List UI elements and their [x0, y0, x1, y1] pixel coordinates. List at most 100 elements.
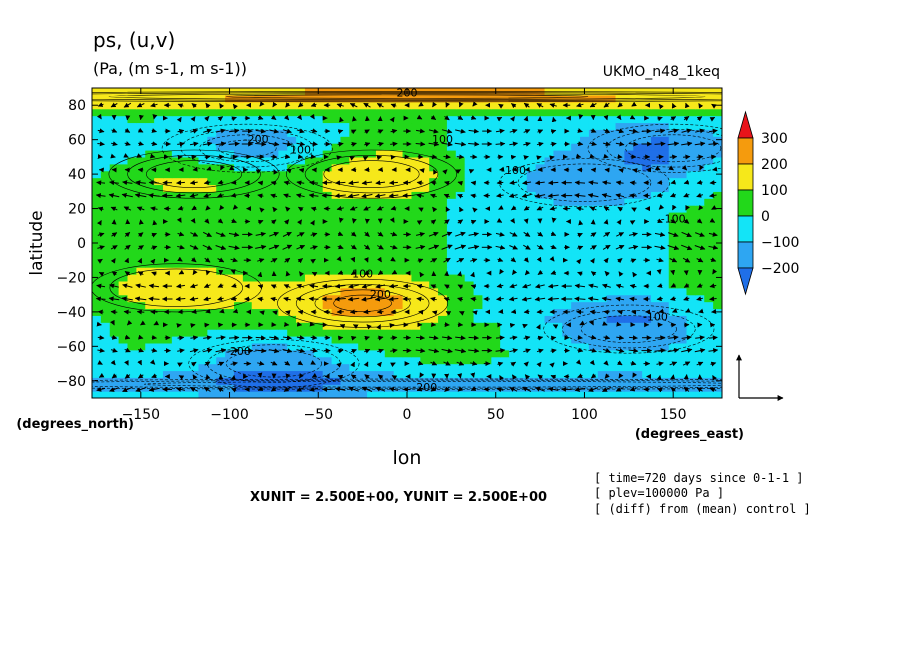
heatmap-cell: [313, 170, 324, 179]
heatmap-cell: [597, 370, 608, 378]
heatmap-cell: [375, 301, 386, 310]
wind-vector: [282, 231, 292, 237]
heatmap-cell: [349, 391, 359, 398]
heatmap-cell: [278, 384, 288, 392]
wind-vector: [189, 296, 199, 302]
wind-vector: [219, 103, 225, 109]
wind-vector: [97, 141, 105, 147]
heatmap-cell: [446, 274, 457, 282]
heatmap-cell: [287, 246, 297, 254]
y-tick-label: −40: [56, 305, 86, 321]
heatmap-cell: [597, 301, 608, 310]
heatmap-cell: [145, 225, 155, 234]
heatmap-cell: [136, 384, 146, 392]
note-plev: [ plev=100000 Pa ]: [594, 486, 724, 500]
colorbar-segment: [737, 241, 754, 269]
wind-vector: [603, 309, 610, 315]
heatmap-cell: [668, 94, 679, 103]
heatmap-cell: [109, 136, 120, 144]
heatmap-cell: [473, 384, 484, 392]
heatmap-cell: [162, 287, 173, 296]
heatmap-cell: [615, 184, 625, 192]
wind-vector: [537, 231, 544, 237]
heatmap-cell: [571, 225, 581, 234]
wind-vector: [272, 310, 278, 316]
wind-vector: [282, 348, 293, 354]
heatmap-cell: [491, 267, 501, 275]
heatmap-cell: [491, 336, 501, 344]
heatmap-cell: [154, 294, 164, 303]
heatmap-cell: [171, 342, 182, 351]
heatmap-cell: [154, 129, 164, 137]
heatmap-cell: [304, 253, 315, 261]
heatmap-cell: [251, 377, 262, 385]
heatmap-cell: [349, 150, 359, 158]
heatmap-cell: [704, 163, 714, 172]
wind-vector: [111, 128, 118, 133]
heatmap-cell: [553, 94, 563, 103]
heatmap-cell: [553, 239, 563, 248]
heatmap-cell: [668, 356, 679, 365]
heatmap-cell: [491, 349, 501, 358]
heatmap-cell: [269, 280, 279, 289]
heatmap-cell: [269, 301, 279, 310]
heatmap-cell: [322, 212, 333, 220]
heatmap-cell: [500, 239, 510, 248]
heatmap-cell: [544, 225, 555, 234]
heatmap-cell: [517, 191, 528, 199]
heatmap-cell: [420, 212, 430, 220]
heatmap-cell: [100, 218, 111, 227]
heatmap-cell: [313, 191, 324, 199]
heatmap-cell: [411, 101, 421, 110]
heatmap-cell: [375, 363, 386, 372]
heatmap-cell: [296, 94, 306, 103]
wind-vector: [335, 283, 346, 289]
wind-vector: [603, 206, 610, 212]
heatmap-cell: [216, 225, 226, 234]
heatmap-cell: [154, 391, 164, 398]
heatmap-cell: [491, 205, 501, 213]
heatmap-cell: [686, 101, 696, 110]
heatmap-cell: [251, 239, 262, 248]
heatmap-cell: [375, 349, 386, 358]
heatmap-cell: [136, 198, 146, 206]
heatmap-cell: [367, 129, 377, 137]
heatmap-cell: [429, 198, 439, 206]
contour-line: [225, 94, 589, 99]
heatmap-cell: [446, 280, 457, 289]
heatmap-cell: [544, 356, 555, 365]
heatmap-cell: [597, 129, 608, 137]
heatmap-cell: [180, 308, 191, 316]
heatmap-cell: [438, 177, 448, 186]
wind-vector: [296, 386, 305, 392]
heatmap-cell: [535, 225, 546, 234]
note-time: [ time=720 days since 0-1-1 ]: [594, 471, 804, 485]
heatmap-cell: [278, 150, 288, 158]
heatmap-cell: [154, 122, 164, 130]
heatmap-cell: [597, 218, 608, 227]
heatmap-cell: [233, 377, 244, 385]
heatmap-cell: [713, 150, 722, 158]
heatmap-cell: [659, 322, 670, 330]
wind-vector: [203, 128, 212, 134]
heatmap-cell: [562, 136, 572, 144]
heatmap-cell: [136, 156, 146, 165]
contour-line: [286, 149, 457, 199]
wind-vector: [268, 141, 280, 147]
heatmap-cell: [562, 225, 572, 234]
heatmap-cell: [633, 253, 643, 261]
wind-vector: [416, 114, 423, 120]
heatmap-cell: [411, 246, 421, 254]
heatmap-cell: [615, 150, 625, 158]
heatmap-cell: [420, 122, 430, 130]
heatmap-cell: [171, 129, 182, 137]
heatmap-cell: [438, 267, 448, 275]
heatmap-cell: [367, 115, 377, 124]
heatmap-cell: [154, 205, 164, 213]
heatmap-cell: [322, 143, 333, 151]
heatmap-cell: [446, 212, 457, 220]
heatmap-cell: [313, 260, 324, 268]
heatmap-cell: [491, 274, 501, 282]
heatmap-cell: [446, 101, 457, 110]
heatmap-cell: [109, 129, 120, 137]
